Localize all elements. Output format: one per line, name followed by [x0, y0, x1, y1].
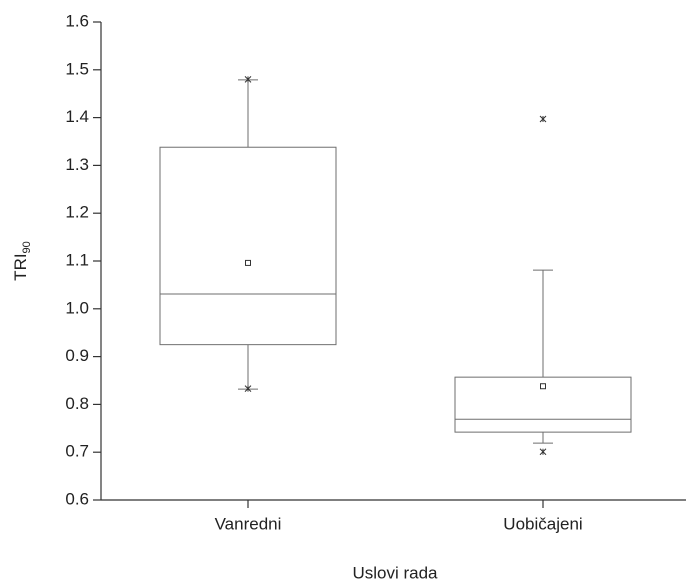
y-tick-label: 0.8: [65, 394, 89, 413]
y-axis-title-sub: 90: [21, 241, 33, 253]
y-tick-label: 1.2: [65, 203, 89, 222]
max-marker: [244, 76, 252, 83]
min-marker: [244, 385, 252, 392]
y-tick-label: 1.1: [65, 250, 89, 269]
y-tick-label: 1.0: [65, 298, 89, 317]
y-tick-label: 1.5: [65, 59, 89, 78]
y-tick-label: 0.7: [65, 442, 89, 461]
box: [454, 376, 632, 433]
box: [159, 146, 337, 346]
mean: [245, 259, 251, 266]
y-tick-label: 0.9: [65, 346, 89, 365]
min-marker: [539, 448, 547, 456]
max-marker: [539, 115, 547, 123]
y-axis-title: TRI90: [11, 241, 32, 281]
y-tick-label: 0.6: [65, 489, 89, 508]
x-tick-label: Uobičajeni: [503, 514, 582, 533]
y-tick-label: 1.6: [65, 11, 89, 30]
mean: [540, 383, 546, 390]
y-axis-title-main: TRI: [11, 253, 30, 280]
x-tick-label: Vanredni: [215, 514, 282, 533]
x-axis-title: Uslovi rada: [352, 563, 438, 582]
y-tick-label: 1.4: [65, 107, 89, 126]
y-tick-label: 1.3: [65, 155, 89, 174]
